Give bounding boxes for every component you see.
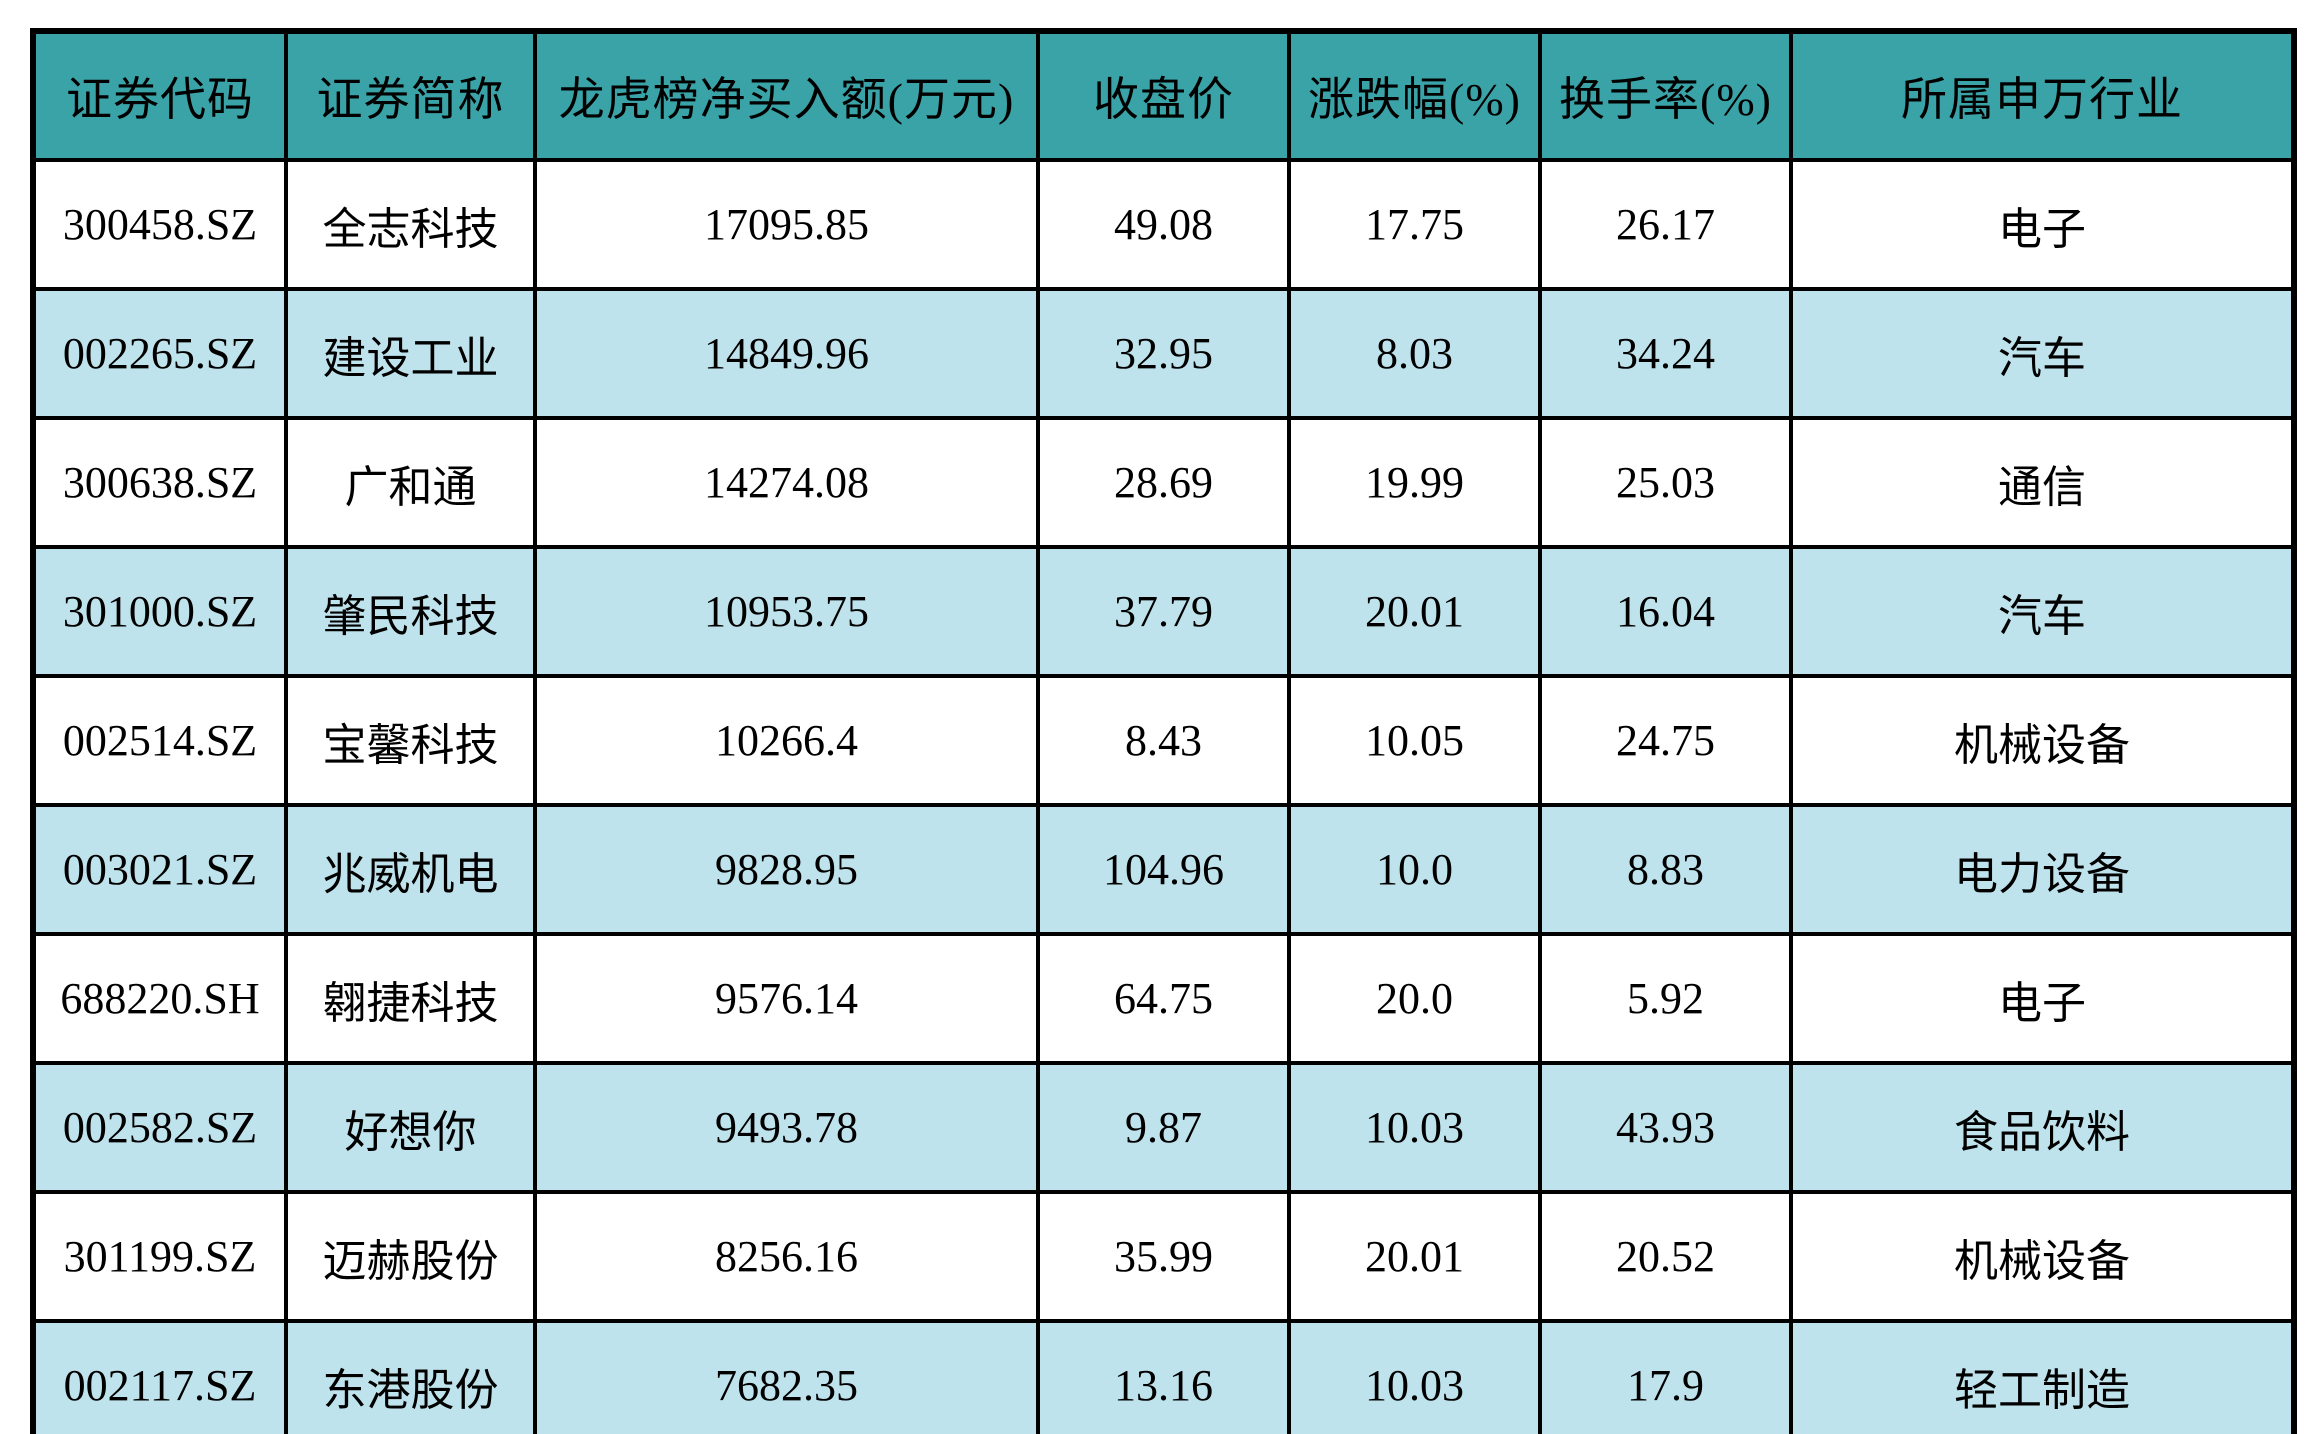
cell-turnover: 16.04 <box>1538 545 1793 678</box>
cell-industry: 电子 <box>1789 932 2296 1065</box>
table-row: 688220.SH 翱捷科技 9576.14 64.75 20.0 5.92 电子 <box>31 932 2296 1065</box>
cell-close: 9.87 <box>1036 1061 1291 1194</box>
cell-netbuy: 9576.14 <box>533 932 1040 1065</box>
table-row: 301000.SZ 肇民科技 10953.75 37.79 20.01 16.04 汽车 <box>31 545 2296 678</box>
table-header: 证券代码 证券简称 龙虎榜净买入额(万元) 收盘价 涨跌幅(%) 换手率(%) 所属申万行业 <box>31 29 2296 162</box>
cell-code: 688220.SH <box>31 932 288 1065</box>
cell-industry: 汽车 <box>1789 545 2296 678</box>
cell-close: 35.99 <box>1036 1190 1291 1323</box>
cell-turnover: 25.03 <box>1538 416 1793 549</box>
stock-ranking-table: 证券代码 证券简称 龙虎榜净买入额(万元) 收盘价 涨跌幅(%) 换手率(%) 所属申万行业… <box>30 28 2297 1434</box>
cell-name: 肇民科技 <box>284 545 537 678</box>
column-header-close: 收盘价 <box>1036 29 1291 162</box>
cell-name: 兆威机电 <box>284 803 537 936</box>
cell-netbuy: 7682.35 <box>533 1319 1040 1434</box>
cell-industry: 食品饮料 <box>1789 1061 2296 1194</box>
cell-netbuy: 8256.16 <box>533 1190 1040 1323</box>
table-row: 002514.SZ 宝馨科技 10266.4 8.43 10.05 24.75 机械设备 <box>31 674 2296 807</box>
cell-netbuy: 14849.96 <box>533 287 1040 420</box>
cell-code: 301199.SZ <box>31 1190 288 1323</box>
column-header-industry: 所属申万行业 <box>1789 29 2296 162</box>
cell-close: 28.69 <box>1036 416 1291 549</box>
cell-change: 20.01 <box>1287 545 1542 678</box>
cell-close: 32.95 <box>1036 287 1291 420</box>
cell-code: 003021.SZ <box>31 803 288 936</box>
cell-change: 10.0 <box>1287 803 1542 936</box>
cell-name: 建设工业 <box>284 287 537 420</box>
table-row: 002265.SZ 建设工业 14849.96 32.95 8.03 34.24 汽车 <box>31 287 2296 420</box>
table-row: 300458.SZ 全志科技 17095.85 49.08 17.75 26.17 电子 <box>31 158 2296 291</box>
cell-code: 300458.SZ <box>31 158 288 291</box>
cell-turnover: 26.17 <box>1538 158 1793 291</box>
cell-name: 东港股份 <box>284 1319 537 1434</box>
table-row: 002582.SZ 好想你 9493.78 9.87 10.03 43.93 食品饮料 <box>31 1061 2296 1194</box>
cell-netbuy: 10953.75 <box>533 545 1040 678</box>
cell-close: 8.43 <box>1036 674 1291 807</box>
cell-name: 迈赫股份 <box>284 1190 537 1323</box>
cell-change: 20.0 <box>1287 932 1542 1065</box>
cell-industry: 通信 <box>1789 416 2296 549</box>
cell-industry: 电子 <box>1789 158 2296 291</box>
table-row: 003021.SZ 兆威机电 9828.95 104.96 10.0 8.83 电力设备 <box>31 803 2296 936</box>
cell-change: 10.03 <box>1287 1319 1542 1434</box>
cell-change: 10.03 <box>1287 1061 1542 1194</box>
table-row: 300638.SZ 广和通 14274.08 28.69 19.99 25.03 通信 <box>31 416 2296 549</box>
cell-netbuy: 9828.95 <box>533 803 1040 936</box>
cell-close: 13.16 <box>1036 1319 1291 1434</box>
column-header-change: 涨跌幅(%) <box>1287 29 1542 162</box>
cell-turnover: 20.52 <box>1538 1190 1793 1323</box>
cell-code: 300638.SZ <box>31 416 288 549</box>
cell-industry: 机械设备 <box>1789 1190 2296 1323</box>
cell-close: 104.96 <box>1036 803 1291 936</box>
cell-netbuy: 10266.4 <box>533 674 1040 807</box>
column-header-name: 证券简称 <box>284 29 537 162</box>
cell-industry: 电力设备 <box>1789 803 2296 936</box>
cell-close: 49.08 <box>1036 158 1291 291</box>
cell-turnover: 34.24 <box>1538 287 1793 420</box>
table-row: 301199.SZ 迈赫股份 8256.16 35.99 20.01 20.52 机械设备 <box>31 1190 2296 1323</box>
cell-name: 广和通 <box>284 416 537 549</box>
header-row: 证券代码 证券简称 龙虎榜净买入额(万元) 收盘价 涨跌幅(%) 换手率(%) 所属申万行业 <box>31 29 2296 162</box>
cell-turnover: 43.93 <box>1538 1061 1793 1194</box>
cell-close: 37.79 <box>1036 545 1291 678</box>
cell-industry: 轻工制造 <box>1789 1319 2296 1434</box>
cell-name: 翱捷科技 <box>284 932 537 1065</box>
cell-name: 好想你 <box>284 1061 537 1194</box>
cell-netbuy: 14274.08 <box>533 416 1040 549</box>
cell-turnover: 5.92 <box>1538 932 1793 1065</box>
table-body: 300458.SZ 全志科技 17095.85 49.08 17.75 26.17 电子 00… <box>31 158 2296 1434</box>
cell-change: 10.05 <box>1287 674 1542 807</box>
cell-code: 002265.SZ <box>31 287 288 420</box>
column-header-netbuy: 龙虎榜净买入额(万元) <box>533 29 1040 162</box>
cell-change: 8.03 <box>1287 287 1542 420</box>
cell-netbuy: 9493.78 <box>533 1061 1040 1194</box>
cell-code: 002117.SZ <box>31 1319 288 1434</box>
cell-code: 301000.SZ <box>31 545 288 678</box>
cell-turnover: 17.9 <box>1538 1319 1793 1434</box>
cell-change: 19.99 <box>1287 416 1542 549</box>
cell-name: 宝馨科技 <box>284 674 537 807</box>
cell-code: 002582.SZ <box>31 1061 288 1194</box>
cell-change: 20.01 <box>1287 1190 1542 1323</box>
cell-industry: 汽车 <box>1789 287 2296 420</box>
cell-change: 17.75 <box>1287 158 1542 291</box>
table-row: 002117.SZ 东港股份 7682.35 13.16 10.03 17.9 轻工制造 <box>31 1319 2296 1434</box>
cell-industry: 机械设备 <box>1789 674 2296 807</box>
cell-netbuy: 17095.85 <box>533 158 1040 291</box>
cell-name: 全志科技 <box>284 158 537 291</box>
column-header-turnover: 换手率(%) <box>1538 29 1793 162</box>
cell-turnover: 8.83 <box>1538 803 1793 936</box>
cell-turnover: 24.75 <box>1538 674 1793 807</box>
column-header-code: 证券代码 <box>31 29 288 162</box>
cell-code: 002514.SZ <box>31 674 288 807</box>
cell-close: 64.75 <box>1036 932 1291 1065</box>
